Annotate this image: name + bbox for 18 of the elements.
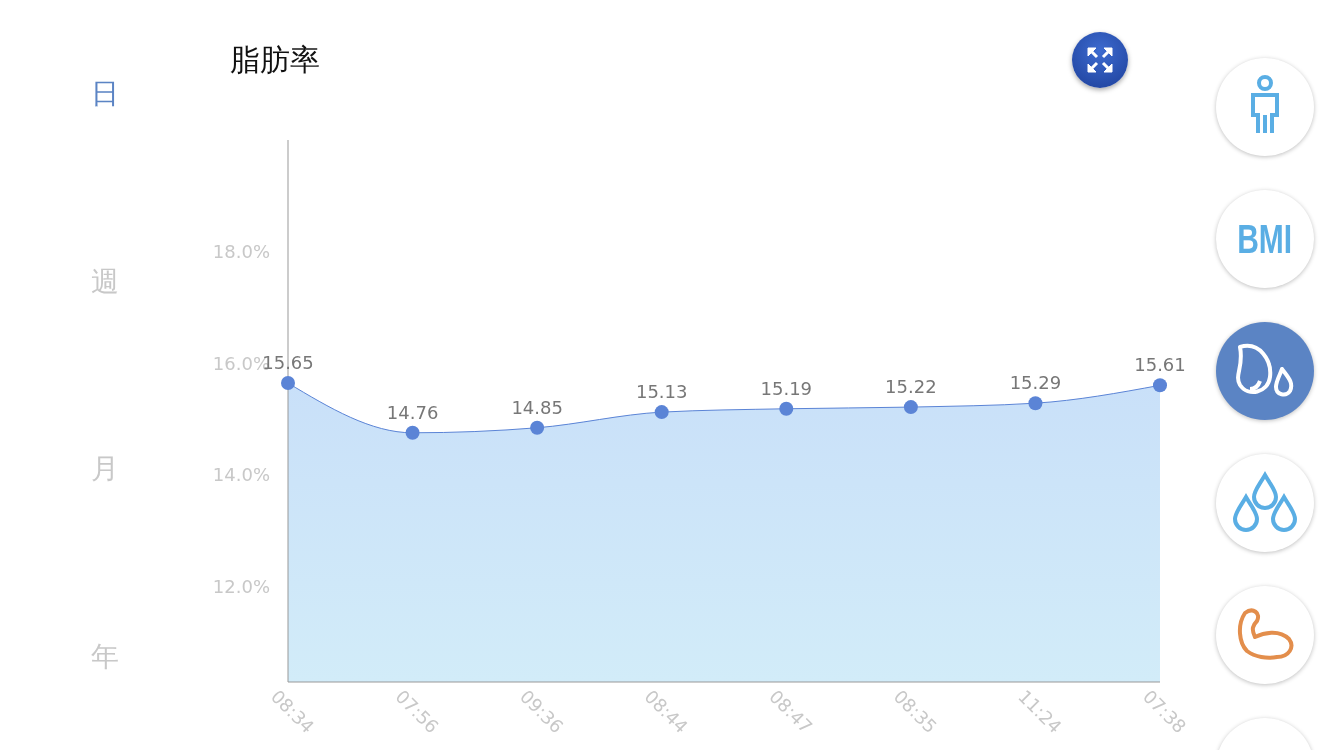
point bbox=[281, 376, 295, 391]
data-label: 15.22 bbox=[885, 376, 937, 398]
data-label: 15.19 bbox=[760, 377, 813, 399]
text: 日 bbox=[90, 76, 120, 112]
point bbox=[903, 400, 918, 415]
data-label: 15.61 bbox=[1134, 354, 1186, 376]
data-label: 14.76 bbox=[386, 401, 439, 423]
point bbox=[779, 401, 794, 416]
chart-title: 脂肪率 bbox=[230, 41, 320, 79]
point bbox=[654, 405, 669, 420]
data-label: 15.29 bbox=[1009, 372, 1062, 394]
data-label: 14.85 bbox=[511, 396, 563, 418]
data-label: 15.13 bbox=[635, 381, 688, 403]
bmi-button: BMI bbox=[1216, 190, 1314, 288]
point bbox=[530, 420, 545, 435]
point bbox=[1153, 378, 1167, 393]
point bbox=[405, 425, 420, 440]
point bbox=[1028, 396, 1043, 411]
